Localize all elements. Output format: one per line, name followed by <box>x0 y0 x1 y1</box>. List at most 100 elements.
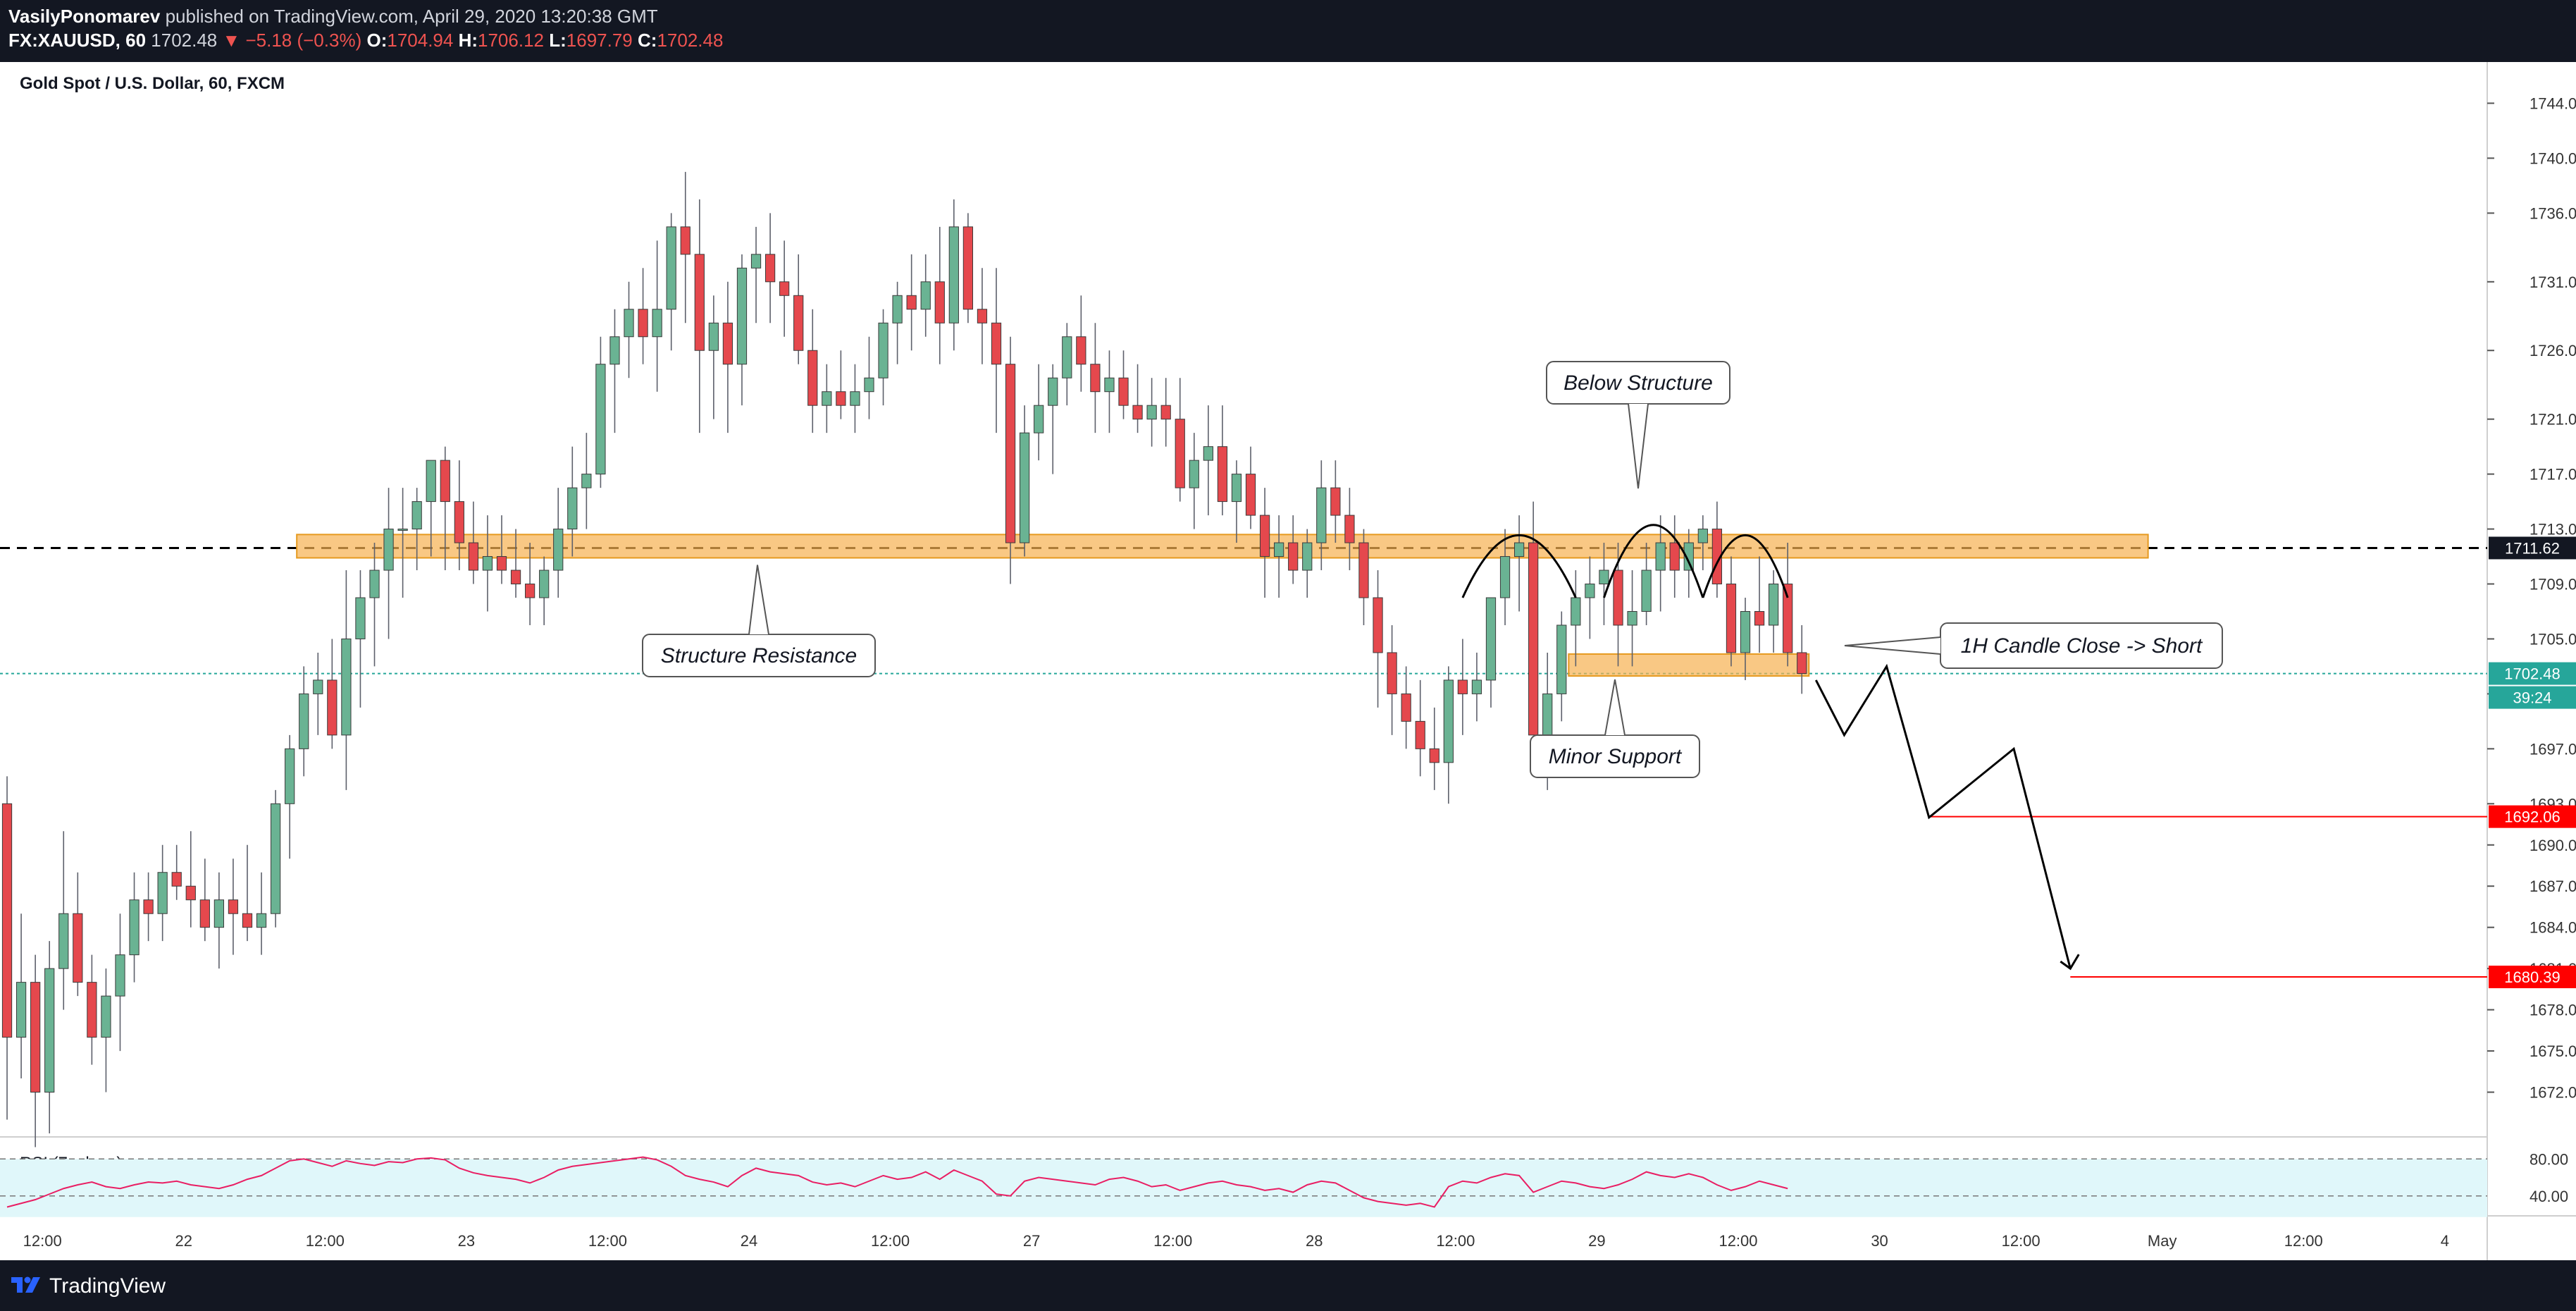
author-name[interactable]: VasilyPonomarev <box>8 6 161 27</box>
candle-body <box>171 872 182 887</box>
candle-body <box>369 570 380 598</box>
x-tick-label: 27 <box>1023 1232 1040 1250</box>
candle-body <box>1740 610 1751 653</box>
candle-body <box>1316 487 1327 543</box>
candle-body <box>1627 610 1637 626</box>
y-tick-label: 1687.00 <box>2529 878 2576 895</box>
zones[interactable] <box>296 534 2149 677</box>
candle-body <box>1401 693 1411 722</box>
callout-structure-resistance[interactable]: Structure Resistance <box>642 565 876 677</box>
candle-body <box>638 309 648 338</box>
candle-body <box>934 281 945 324</box>
candle-body <box>595 364 606 475</box>
candle-body <box>1373 597 1383 653</box>
candle-body <box>1231 474 1242 503</box>
candle-body <box>652 309 662 338</box>
candle-body <box>327 679 338 736</box>
candle-body <box>977 309 988 324</box>
candle-body <box>1344 515 1355 543</box>
candle-body <box>87 982 97 1038</box>
close-label: C: <box>638 30 657 51</box>
callout-candle-close-short[interactable]: 1H Candle Close -> Short <box>1844 622 2223 669</box>
candle-body <box>991 322 1002 365</box>
candle-body <box>1571 597 1581 626</box>
price-tag <box>2489 662 2576 685</box>
candle-body <box>397 529 408 531</box>
callouts[interactable]: Structure Resistance Minor Support Below S… <box>642 361 2223 778</box>
y-tick-label: 1717.00 <box>2529 466 2576 484</box>
rsi-level-label: 80.00 <box>2529 1150 2568 1168</box>
candle-body <box>1076 336 1086 365</box>
candle-body <box>864 377 874 393</box>
structure-arch <box>1603 524 1704 598</box>
callout-below-structure[interactable]: Below Structure <box>1546 361 1730 489</box>
last-price: 1702.48 <box>151 30 218 51</box>
y-tick-label: 1726.00 <box>2529 342 2576 359</box>
drawings[interactable] <box>1461 524 2080 971</box>
candle-body <box>807 350 818 406</box>
candle-body <box>1259 515 1270 558</box>
candle-body <box>1217 446 1228 503</box>
callout-text: Minor Support <box>1549 745 1683 768</box>
callout-pointer <box>1628 403 1649 489</box>
candle-body <box>383 529 394 571</box>
price-tag-label: 1702.48 <box>2504 665 2560 683</box>
candle-body <box>16 982 27 1038</box>
candle-body <box>1387 652 1397 694</box>
callout-text: Below Structure <box>1563 371 1713 395</box>
candle-body <box>510 570 521 585</box>
y-tick-label: 1736.00 <box>2529 204 2576 222</box>
candle-body <box>440 460 450 503</box>
candle-body <box>355 597 366 639</box>
candle-body <box>1245 474 1256 516</box>
candle-body <box>1499 556 1511 598</box>
candle-body <box>750 254 762 269</box>
symbol-label: FX:XAUUSD, 60 <box>8 30 147 51</box>
candle-body <box>270 803 281 914</box>
candle-body <box>1471 679 1482 694</box>
candle-body <box>666 226 676 310</box>
candle-body <box>482 556 493 571</box>
chart-area[interactable]: Gold Spot / U.S. Dollar, 60, FXCM 1672.0… <box>0 62 2576 1260</box>
candle-body <box>624 309 634 338</box>
candle-body <box>609 336 620 365</box>
chart-title: Gold Spot / U.S. Dollar, 60, FXCM <box>20 74 285 93</box>
time-axis[interactable]: 12:00 22 12:00 23 12:00 24 12:00 27 12:00 28 12:00… <box>23 1232 2449 1250</box>
candle-body <box>736 267 748 365</box>
price-tag <box>2489 536 2576 560</box>
projection-arrowhead <box>2060 954 2080 971</box>
candle-body <box>1132 405 1143 420</box>
tradingview-logo-icon <box>11 1276 40 1293</box>
rsi-level-label: 40.00 <box>2529 1188 2568 1205</box>
ohlc-line: FX:XAUUSD, 60 1702.48 ▼ −5.18 (−0.3%) O:… <box>8 30 723 51</box>
candle-body <box>58 913 69 969</box>
candle-body <box>1585 584 1595 598</box>
candle-body <box>878 322 888 378</box>
candle-body <box>256 913 267 928</box>
candle-body <box>44 968 55 1093</box>
candle-body <box>115 954 125 997</box>
candles <box>1 171 1807 1147</box>
x-tick-label: 12:00 <box>2284 1232 2323 1250</box>
candle-body <box>1797 652 1807 675</box>
candle-body <box>779 281 790 296</box>
candle-body <box>1655 542 1666 571</box>
candle-body <box>962 226 974 310</box>
candle-body <box>1528 542 1539 736</box>
candle-body <box>722 322 733 365</box>
y-tick-label: 1744.00 <box>2529 94 2576 112</box>
callout-minor-support[interactable]: Minor Support <box>1530 679 1700 778</box>
open-label: O: <box>366 30 388 51</box>
tradingview-brand[interactable]: TradingView <box>49 1274 166 1298</box>
candle-body <box>1641 570 1652 612</box>
price-chart[interactable]: Gold Spot / U.S. Dollar, 60, FXCM 1672.0… <box>0 62 2576 1260</box>
candle-body <box>567 487 578 530</box>
candle-body <box>525 584 535 598</box>
price-tag-label: 1692.06 <box>2504 808 2560 826</box>
candle-body <box>496 556 507 571</box>
y-tick-label: 1705.00 <box>2529 630 2576 648</box>
candle-body <box>1203 446 1213 461</box>
candle-body <box>581 474 592 488</box>
candle-body <box>129 899 140 956</box>
